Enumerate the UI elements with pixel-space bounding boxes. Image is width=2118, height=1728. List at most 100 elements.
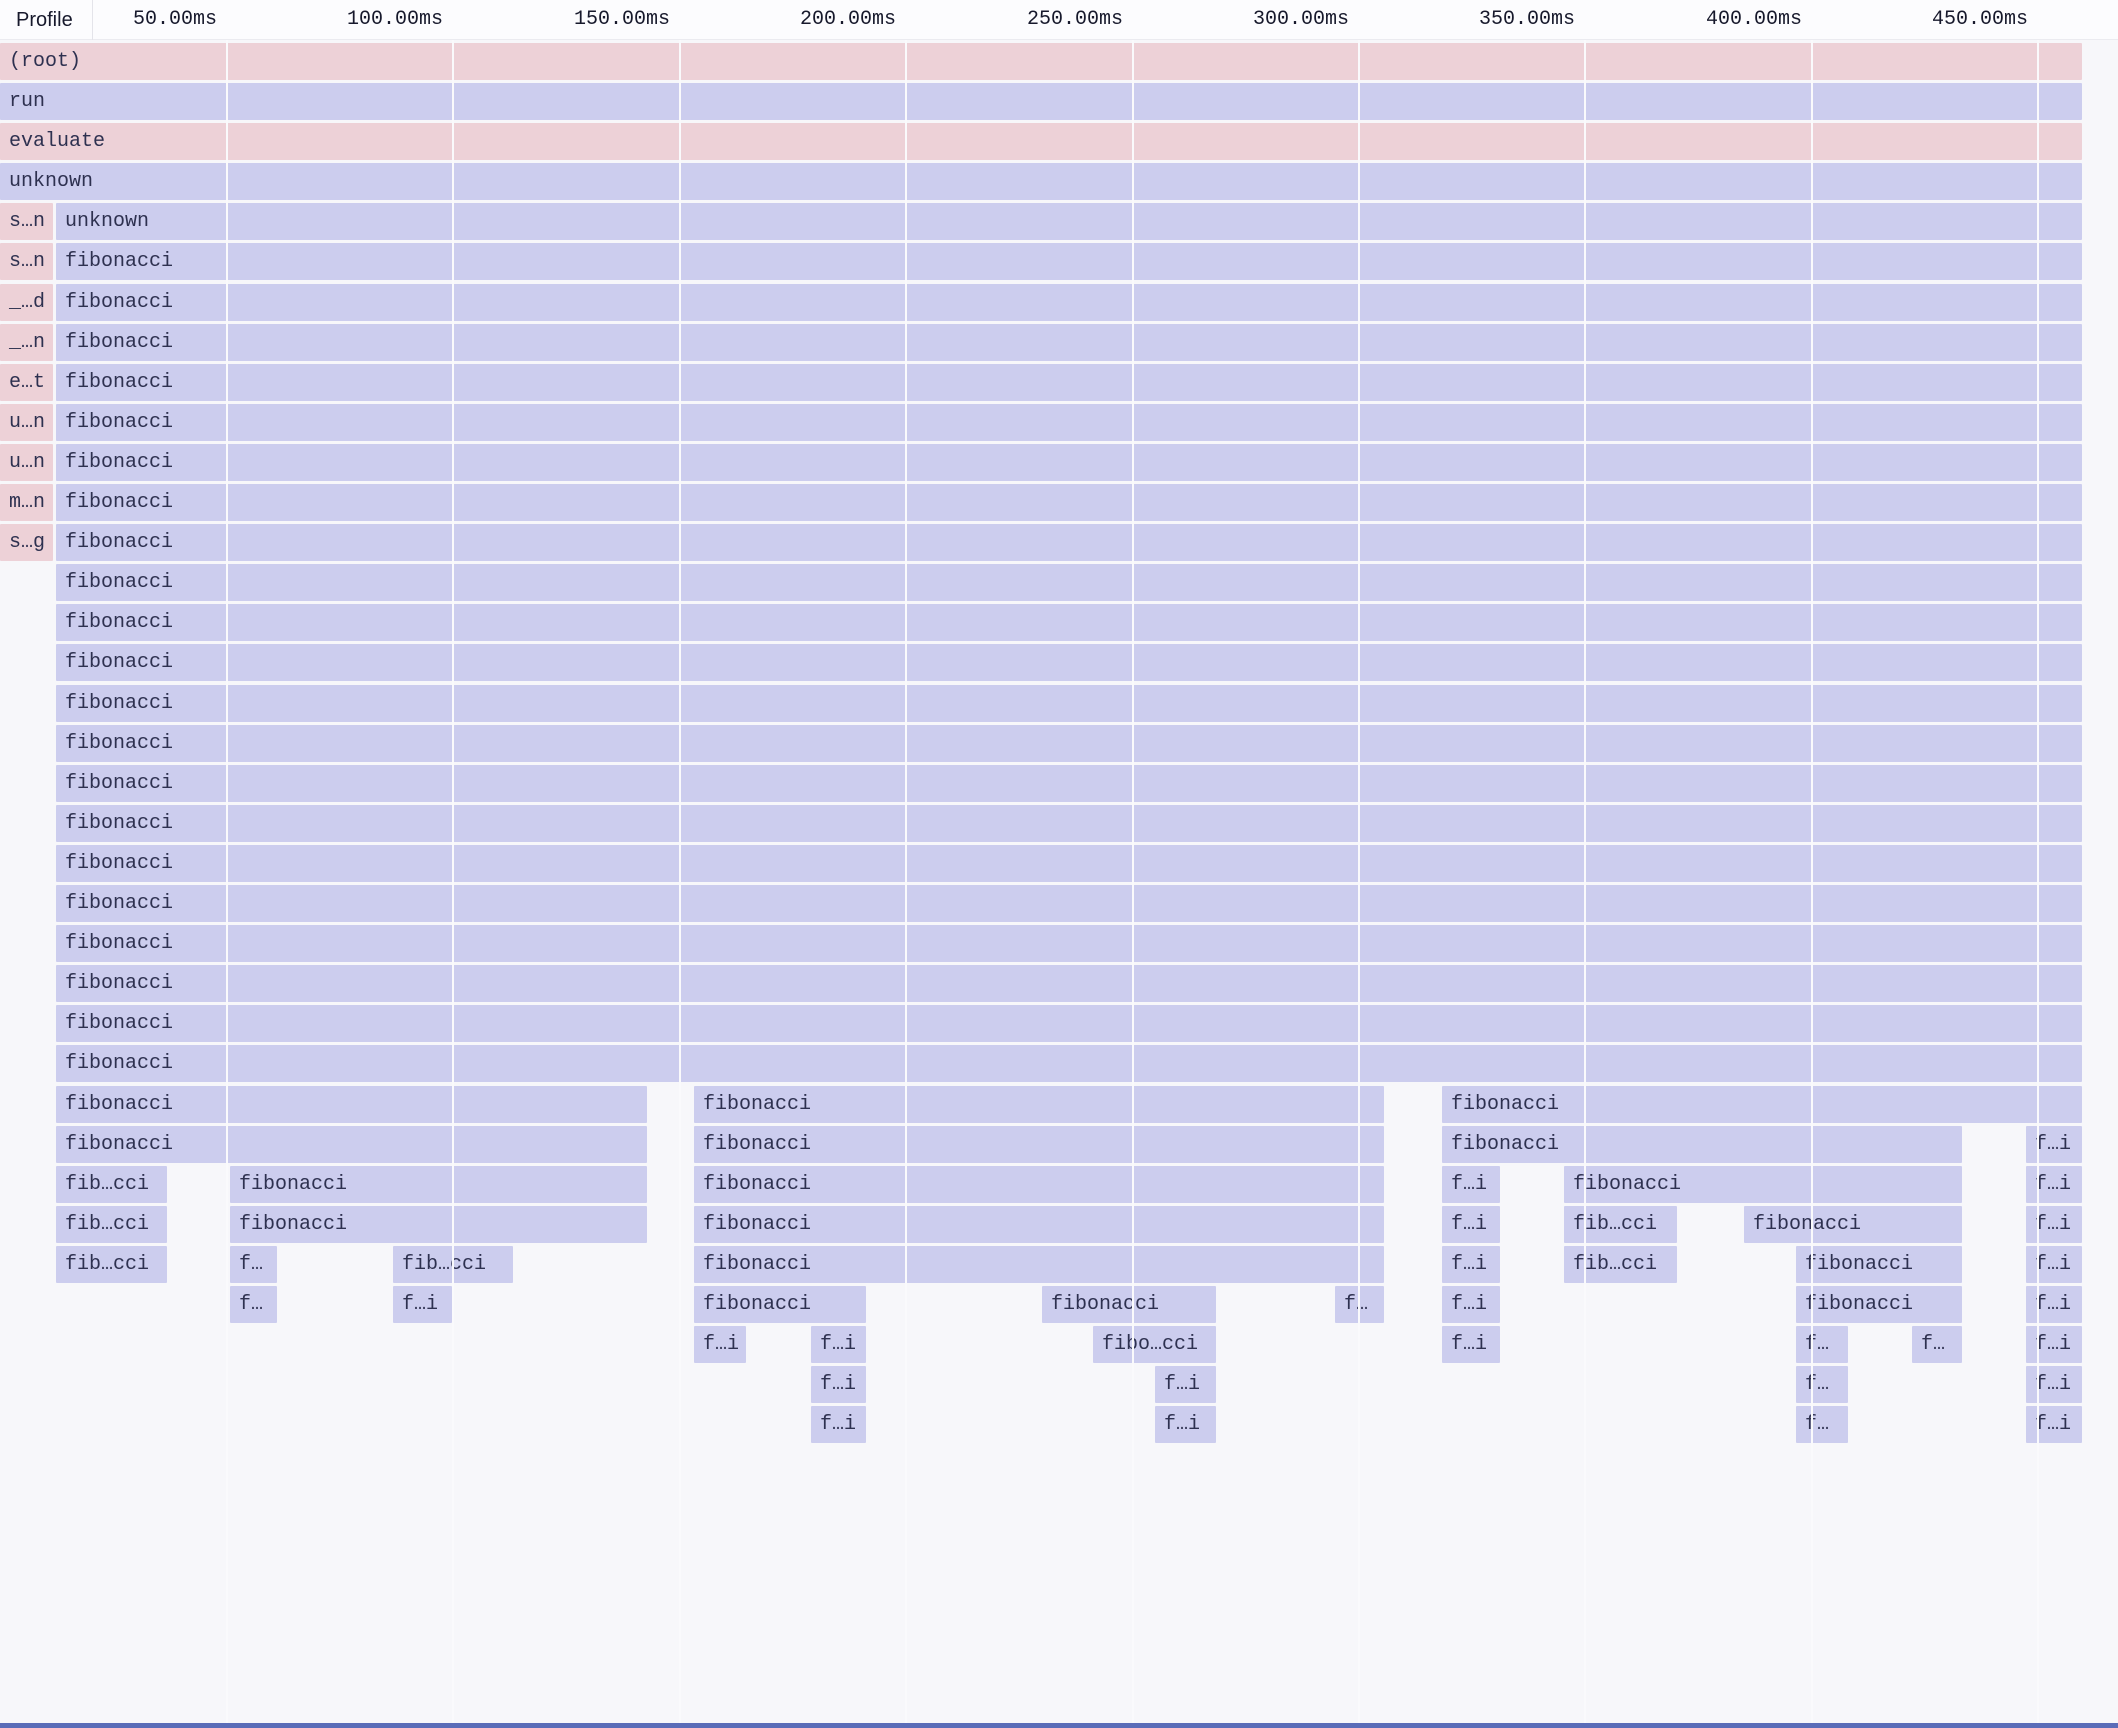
flame-frame[interactable]: s…n: [0, 203, 53, 241]
flame-frame[interactable]: fibonacci: [1796, 1286, 1962, 1323]
flame-frame[interactable]: fibonacci: [56, 644, 2082, 682]
flame-frame[interactable]: f…i: [811, 1406, 866, 1444]
flame-frame[interactable]: fibonacci: [56, 323, 2082, 361]
bottom-bar-edge: [0, 1723, 2118, 1728]
flame-frame[interactable]: f…: [230, 1286, 277, 1323]
flame-frame[interactable]: fibonacci: [56, 524, 2082, 562]
flame-frame[interactable]: f…i: [2026, 1366, 2082, 1404]
flame-frame[interactable]: f…i: [1442, 1205, 1500, 1243]
flame-frame[interactable]: fibonacci: [56, 1085, 647, 1123]
profile-tab-label[interactable]: Profile: [16, 9, 73, 31]
flame-frame[interactable]: f…: [1796, 1326, 1848, 1364]
flame-frame[interactable]: unknown: [56, 203, 2082, 241]
flame-row-depth-6: _…d fibonacci: [0, 283, 2118, 321]
flame-frame[interactable]: f…i: [1442, 1286, 1500, 1323]
flame-frame[interactable]: fibo…cci: [1093, 1326, 1216, 1364]
flame-frame[interactable]: s…n: [0, 243, 53, 281]
flame-row-depth-20: fibonacci: [0, 844, 2118, 882]
flame-frame[interactable]: f…: [1912, 1326, 1962, 1364]
flame-frame[interactable]: fibonacci: [56, 684, 2082, 722]
flame-frame[interactable]: fibonacci: [56, 844, 2082, 882]
flame-frame[interactable]: evaluate: [0, 123, 2082, 161]
flame-frame[interactable]: fibonacci: [56, 1045, 2082, 1083]
flame-frame[interactable]: fibonacci: [56, 283, 2082, 321]
flame-frame[interactable]: fibonacci: [56, 724, 2082, 762]
flame-frame[interactable]: f…i: [2026, 1286, 2082, 1323]
flame-frame[interactable]: f…i: [2026, 1165, 2082, 1203]
flame-frame[interactable]: f…i: [1442, 1326, 1500, 1364]
flame-frame[interactable]: fibonacci: [56, 1125, 647, 1163]
flame-frame[interactable]: fib…cci: [56, 1205, 167, 1243]
flame-frame[interactable]: fibonacci: [230, 1165, 647, 1203]
flame-frame[interactable]: _…d: [0, 283, 53, 321]
flame-row-depth-12: s…g fibonacci: [0, 524, 2118, 562]
flame-frame[interactable]: fib…cci: [56, 1165, 167, 1203]
flame-frame[interactable]: f…i: [2026, 1326, 2082, 1364]
flame-frame[interactable]: fibonacci: [56, 1005, 2082, 1043]
flame-frame[interactable]: (root): [0, 42, 2082, 80]
flame-frame[interactable]: fibonacci: [1796, 1245, 1962, 1283]
flame-frame[interactable]: f…: [1796, 1406, 1848, 1444]
ruler-tick-label: 200.00ms: [799, 8, 896, 31]
flame-frame[interactable]: fibonacci: [694, 1085, 1384, 1123]
flame-frame[interactable]: e…t: [0, 363, 53, 401]
flame-frame[interactable]: f…i: [811, 1326, 866, 1364]
flame-frame[interactable]: fibonacci: [1442, 1125, 1962, 1163]
flame-frame[interactable]: _…n: [0, 323, 53, 361]
flame-frame[interactable]: fibonacci: [56, 243, 2082, 281]
flame-frame[interactable]: fibonacci: [1042, 1286, 1216, 1323]
flame-frame[interactable]: u…n: [0, 443, 53, 481]
flame-frame[interactable]: fibonacci: [56, 564, 2082, 602]
flame-row-depth-24: fibonacci: [0, 1005, 2118, 1043]
flame-frame[interactable]: f…i: [694, 1326, 746, 1364]
flame-frame[interactable]: fibonacci: [56, 363, 2082, 401]
flame-frame[interactable]: fibonacci: [694, 1245, 1384, 1283]
flame-frame[interactable]: fibonacci: [56, 885, 2082, 922]
flame-frame[interactable]: fibonacci: [1564, 1165, 1962, 1203]
flame-frame[interactable]: fib…cci: [1564, 1245, 1677, 1283]
flame-row-depth-11: m…n fibonacci: [0, 484, 2118, 521]
flame-frame[interactable]: fibonacci: [230, 1205, 647, 1243]
flame-frame[interactable]: unknown: [0, 163, 2082, 201]
flame-row-depth-28: fib…cci fibonacci fibonacci f…i fibonacci f…i: [0, 1165, 2118, 1203]
flame-frame[interactable]: fib…cci: [1564, 1205, 1677, 1243]
flame-frame[interactable]: fibonacci: [56, 484, 2082, 521]
flame-frame[interactable]: fibonacci: [56, 604, 2082, 642]
flame-frame[interactable]: f…: [230, 1245, 277, 1283]
flame-frame[interactable]: fib…cci: [56, 1245, 167, 1283]
flame-frame[interactable]: fibonacci: [694, 1165, 1384, 1203]
flame-frame[interactable]: fibonacci: [694, 1286, 866, 1323]
flame-row-depth-34: f…i f…i f… f…i: [0, 1406, 2118, 1444]
gridline-50ms: [226, 40, 228, 1728]
flame-frame[interactable]: fibonacci: [56, 925, 2082, 963]
flame-frame[interactable]: f…i: [1442, 1245, 1500, 1283]
flame-row-depth-7: _…n fibonacci: [0, 323, 2118, 361]
flame-frame[interactable]: f…: [1796, 1366, 1848, 1404]
flame-frame[interactable]: fibonacci: [1744, 1205, 1962, 1243]
flame-frame[interactable]: fibonacci: [694, 1205, 1384, 1243]
flame-frame[interactable]: f…i: [2026, 1245, 2082, 1283]
ruler-tick-label: 350.00ms: [1478, 8, 1575, 31]
flame-frame[interactable]: f…i: [1155, 1406, 1216, 1444]
flame-frame[interactable]: f…i: [811, 1366, 866, 1404]
flame-frame[interactable]: fibonacci: [56, 443, 2082, 481]
flame-frame[interactable]: fibonacci: [1442, 1085, 2082, 1123]
flame-frame[interactable]: fibonacci: [694, 1125, 1384, 1163]
flame-frame[interactable]: u…n: [0, 403, 53, 441]
gridline-400ms: [1811, 40, 1813, 1728]
flame-frame[interactable]: fibonacci: [56, 403, 2082, 441]
flame-frame[interactable]: f…i: [2026, 1125, 2082, 1163]
flame-frame[interactable]: fibonacci: [56, 804, 2082, 842]
ruler-tick-label: 250.00ms: [1026, 8, 1123, 31]
flame-frame[interactable]: f…i: [2026, 1406, 2082, 1444]
flame-frame[interactable]: fibonacci: [56, 764, 2082, 802]
flame-frame[interactable]: m…n: [0, 484, 53, 521]
flame-row-depth-4: s…n unknown: [0, 203, 2118, 241]
flame-frame[interactable]: s…g: [0, 524, 53, 562]
flame-frame[interactable]: f…i: [393, 1286, 452, 1323]
flame-frame[interactable]: f…i: [2026, 1205, 2082, 1243]
flame-frame[interactable]: f…i: [1155, 1366, 1216, 1404]
flame-frame[interactable]: fibonacci: [56, 965, 2082, 1003]
flame-frame[interactable]: f…i: [1442, 1165, 1500, 1203]
flame-frame[interactable]: run: [0, 83, 2082, 120]
